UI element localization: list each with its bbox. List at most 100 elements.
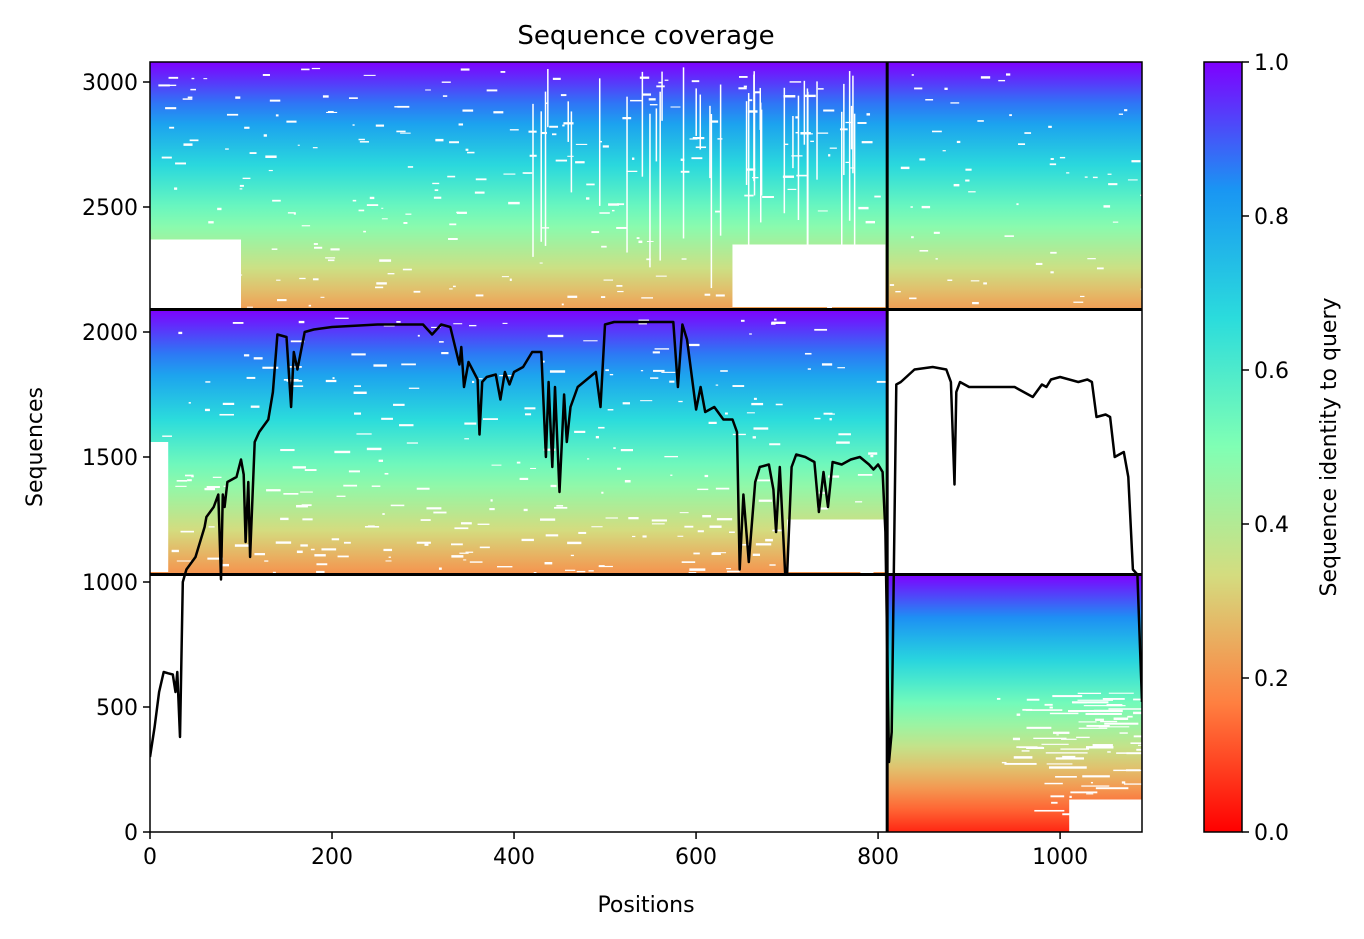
coverage-gap (501, 276, 509, 278)
coverage-gap (866, 113, 871, 116)
coverage-gap (540, 111, 542, 242)
coverage-gap (254, 553, 265, 556)
coverage-gap (207, 557, 224, 560)
coverage-gap (1066, 172, 1070, 174)
coverage-gap (1085, 712, 1122, 716)
coverage-gap (716, 518, 733, 521)
coverage-gap (617, 290, 624, 293)
coverage-gap (293, 213, 296, 215)
coverage-gap (465, 551, 474, 553)
coverage-gap (651, 523, 665, 525)
coverage-gap (376, 282, 387, 285)
coverage-gap (784, 143, 789, 146)
coverage-gap (677, 535, 684, 537)
coverage-gap (810, 140, 814, 143)
coverage-gap (710, 113, 713, 289)
coverage-gap (264, 560, 269, 562)
coverage-gap (756, 303, 768, 306)
coverage-gap (399, 424, 414, 427)
coverage-gap (853, 542, 857, 545)
coverage-gap (740, 319, 745, 322)
y-axis-label: Sequences (23, 387, 48, 507)
coverage-gap (678, 400, 683, 403)
coverage-gap (1129, 825, 1142, 828)
coverage-gap (681, 258, 687, 260)
coverage-gap (738, 87, 747, 90)
coverage-gap (239, 184, 244, 187)
coverage-gap (857, 474, 873, 476)
coverage-gap (956, 140, 961, 144)
coverage-gap (828, 475, 840, 478)
coverage-gap (500, 71, 506, 73)
coverage-gap (586, 183, 595, 186)
coverage-gap (358, 138, 365, 141)
coverage-gap (234, 544, 251, 547)
coverage-gap (425, 89, 431, 91)
coverage-gap (326, 111, 338, 113)
coverage-gap (385, 560, 392, 562)
coverage-gap (823, 109, 835, 112)
coverage-gap (680, 158, 685, 161)
coverage-gap (807, 368, 811, 370)
coverage-gap (212, 476, 222, 478)
colorbar-tick-label: 1.0 (1254, 51, 1289, 76)
coverage-gap (1092, 744, 1113, 747)
coverage-gap (286, 120, 297, 123)
coverage-gap (747, 93, 750, 260)
coverage-gap (759, 102, 762, 223)
coverage-gap (301, 68, 310, 71)
coverage-gap (1081, 785, 1110, 787)
coverage-gap (150, 239, 242, 310)
coverage-gap (1127, 179, 1138, 181)
coverage-gap (693, 552, 700, 555)
coverage-gap (366, 447, 382, 451)
coverage-gap (363, 74, 376, 76)
coverage-gap (564, 569, 576, 571)
coverage-gap (381, 207, 384, 209)
coverage-gap (570, 554, 574, 557)
coverage-gap (383, 548, 393, 552)
coverage-gap (469, 324, 477, 327)
coverage-gap (331, 538, 340, 541)
coverage-gap (463, 559, 467, 561)
coverage-gap (382, 513, 385, 515)
coverage-gap (426, 507, 442, 510)
coverage-gap (681, 561, 696, 563)
coverage-gap (246, 376, 256, 379)
coverage-gap (787, 188, 797, 191)
coverage-gap (649, 113, 651, 268)
coverage-gap (1013, 756, 1033, 759)
coverage-gap (235, 96, 241, 99)
y-tick-label: 500 (96, 696, 138, 721)
coverage-gap (325, 257, 336, 259)
coverage-gap (715, 210, 721, 213)
coverage-gap (626, 170, 638, 173)
coverage-gap (792, 116, 794, 169)
coverage-gap (503, 173, 516, 175)
coverage-gap (408, 387, 420, 389)
coverage-gap (226, 113, 239, 116)
coverage-gap (454, 527, 469, 530)
coverage-gap (653, 369, 665, 372)
coverage-gap (998, 79, 1006, 82)
coverage-gap (1126, 769, 1141, 772)
coverage-gap (1061, 738, 1077, 740)
coverage-gap (275, 541, 292, 544)
coverage-gap (478, 378, 483, 380)
coverage-gap (636, 237, 640, 240)
coverage-gap (652, 351, 660, 354)
coverage-gap (165, 84, 177, 87)
coverage-gap (828, 154, 831, 157)
coverage-gap (1016, 203, 1019, 206)
coverage-gap (658, 81, 662, 84)
coverage-gap (272, 571, 276, 574)
coverage-gap (1082, 808, 1115, 811)
coverage-gap (287, 212, 296, 214)
coverage-gap (749, 333, 752, 335)
coverage-gap (684, 525, 694, 528)
coverage-gap (547, 69, 549, 128)
coverage-gap (598, 565, 613, 568)
coverage-gap (169, 126, 175, 129)
coverage-gap (334, 317, 349, 319)
coverage-gap (298, 320, 305, 324)
